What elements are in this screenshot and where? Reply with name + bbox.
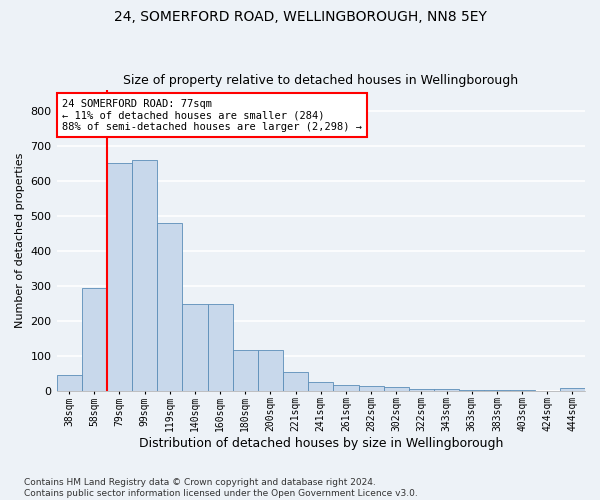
Bar (56, 374, 82, 390)
Bar (82, 288, 107, 390)
Text: 24 SOMERFORD ROAD: 77sqm
← 11% of detached houses are smaller (284)
88% of semi-: 24 SOMERFORD ROAD: 77sqm ← 11% of detach… (62, 98, 362, 132)
Bar (359, 386, 383, 390)
Bar (233, 350, 258, 391)
Title: Size of property relative to detached houses in Wellingborough: Size of property relative to detached ho… (123, 74, 518, 87)
Bar (434, 389, 459, 390)
Bar (157, 222, 182, 390)
Text: Contains HM Land Registry data © Crown copyright and database right 2024.
Contai: Contains HM Land Registry data © Crown c… (24, 478, 418, 498)
Bar (283, 372, 308, 390)
Bar (182, 304, 208, 390)
Bar (107, 163, 132, 390)
Bar (132, 160, 157, 390)
Bar (334, 385, 359, 390)
Bar (208, 304, 233, 390)
Bar (308, 382, 334, 390)
Bar (383, 387, 409, 390)
X-axis label: Distribution of detached houses by size in Wellingborough: Distribution of detached houses by size … (139, 437, 503, 450)
Y-axis label: Number of detached properties: Number of detached properties (15, 152, 25, 328)
Bar (409, 388, 434, 390)
Bar (560, 388, 585, 390)
Text: 24, SOMERFORD ROAD, WELLINGBOROUGH, NN8 5EY: 24, SOMERFORD ROAD, WELLINGBOROUGH, NN8 … (113, 10, 487, 24)
Bar (258, 350, 283, 391)
